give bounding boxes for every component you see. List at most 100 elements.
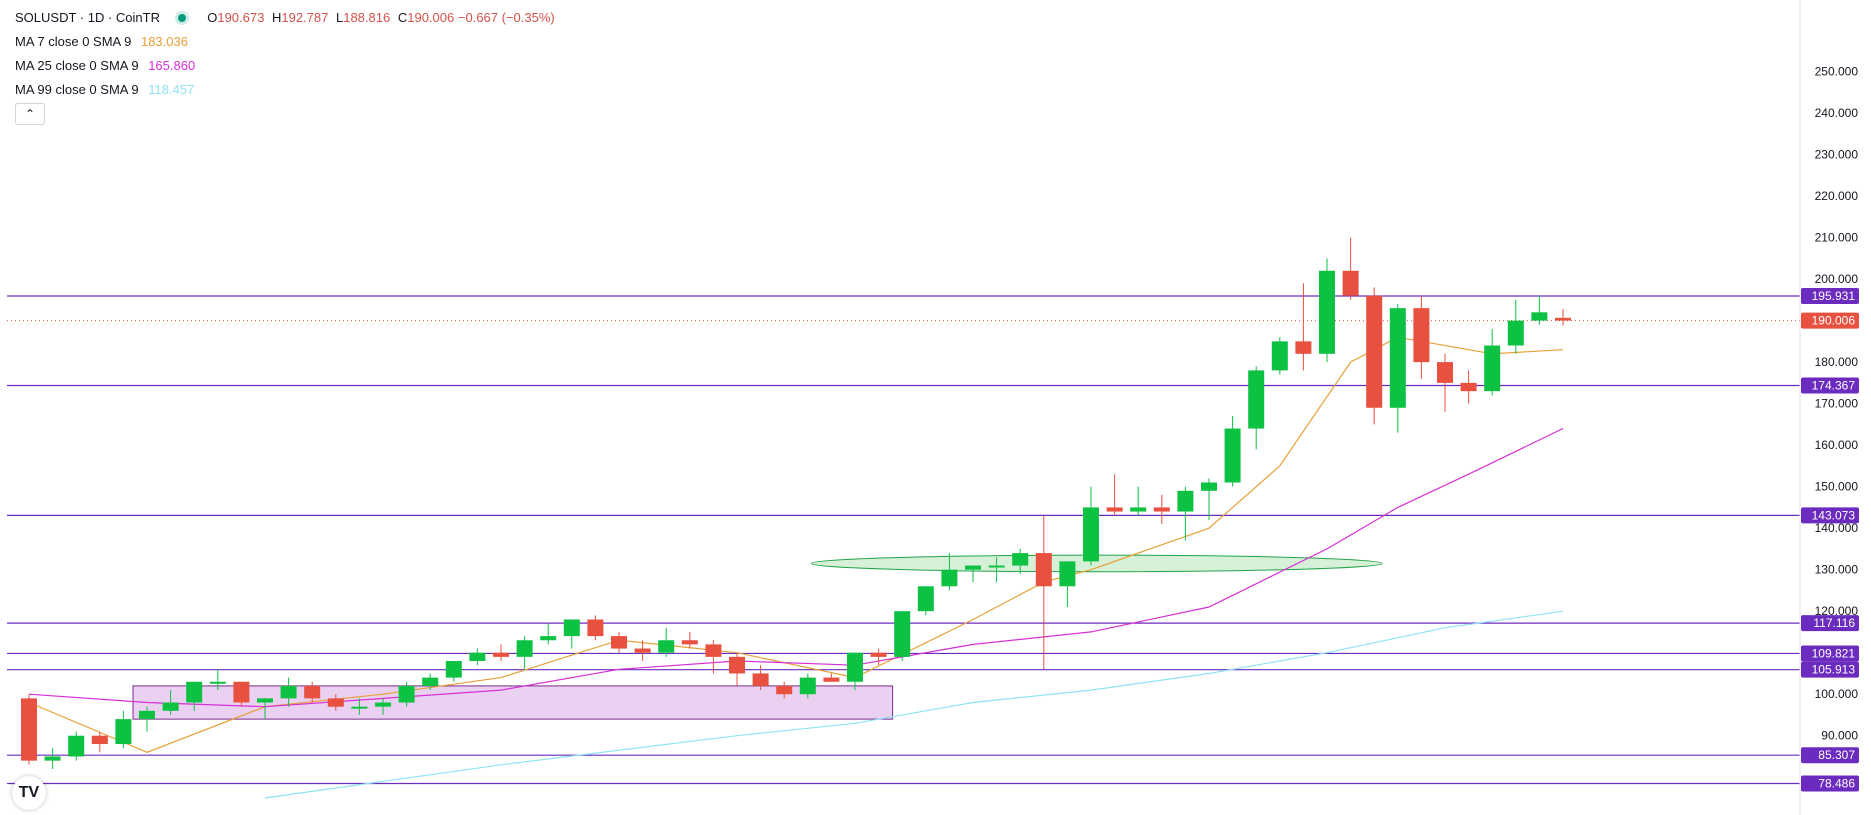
candle-body: [1106, 507, 1123, 512]
candle-body: [776, 685, 793, 695]
candle-body: [681, 640, 698, 645]
candle-body: [422, 677, 439, 686]
candle-body: [1271, 341, 1288, 371]
level-tag-label: 143.073: [1812, 508, 1856, 522]
candle-body: [1201, 482, 1217, 491]
ma7-label: MA 7 close 0 SMA 9: [15, 34, 132, 49]
y-tick-label: 120.000: [1815, 604, 1859, 618]
ma99-value: 118.457: [148, 82, 195, 97]
candle-body: [1484, 345, 1501, 392]
close-value: 190.006: [407, 10, 455, 25]
candle-body: [1059, 561, 1076, 587]
level-tag: [1801, 775, 1859, 792]
high-label: H: [271, 10, 282, 25]
low-label: L: [335, 10, 344, 25]
candle-body: [752, 673, 769, 686]
y-tick-label: 90.000: [1821, 729, 1858, 743]
candle-body: [1248, 370, 1265, 429]
symbol-row: SOLUSDT · 1D · CoinTR O190.673 H192.787 …: [15, 8, 555, 32]
level-tag-label: 109.821: [1812, 646, 1856, 660]
candle-body: [445, 661, 462, 678]
candle-body: [1342, 270, 1359, 296]
candle-body: [870, 652, 887, 657]
candle-body: [375, 702, 391, 707]
candle-body: [1319, 270, 1335, 354]
candles: [21, 237, 1571, 769]
candle-body: [280, 685, 297, 699]
indicator-row-ma99[interactable]: MA 99 close 0 SMA 9 118.457: [15, 80, 555, 104]
level-tag-label: 117.116: [1813, 616, 1855, 630]
candle-body: [398, 685, 415, 703]
level-tag: [1801, 661, 1859, 678]
candle-body: [587, 619, 604, 637]
candle-body: [988, 565, 1005, 568]
level-tag: [1801, 747, 1859, 764]
level-tag: [1801, 645, 1859, 662]
price-axis: 90.000100.000110.000120.000130.000140.00…: [1799, 0, 1871, 815]
candle-body: [1224, 428, 1241, 483]
candle-body: [257, 698, 273, 703]
market-status-icon: [177, 13, 186, 22]
collapse-legend-button[interactable]: ⌃: [15, 103, 45, 125]
candle-body: [1083, 507, 1099, 562]
candle-body: [847, 652, 863, 682]
candle-body: [209, 681, 226, 684]
tradingview-logo[interactable]: TV: [12, 776, 46, 810]
candle-body: [44, 756, 61, 761]
candle-body: [1177, 490, 1194, 512]
symbol-title[interactable]: SOLUSDT · 1D · CoinTR: [15, 10, 160, 25]
level-tag-label: 85.307: [1818, 748, 1855, 762]
candle-body: [1555, 317, 1571, 321]
candle-body: [1507, 320, 1524, 346]
y-tick-label: 150.000: [1815, 480, 1859, 494]
candle-body: [1437, 362, 1453, 383]
indicator-row-ma25[interactable]: MA 25 close 0 SMA 9 165.860: [15, 56, 555, 80]
candle-body: [1012, 553, 1029, 566]
price-axis-background: [1800, 0, 1871, 815]
candle-body: [1295, 341, 1312, 354]
level-tag-label: 174.367: [1812, 378, 1856, 392]
candle-body: [894, 611, 911, 657]
y-tick-label: 250.000: [1815, 65, 1859, 79]
y-tick-label: 160.000: [1815, 438, 1859, 452]
candle-body: [516, 640, 533, 657]
candle-body: [634, 648, 651, 653]
candle-body: [1413, 308, 1430, 363]
candle-body: [917, 586, 934, 612]
y-tick-label: 180.000: [1815, 355, 1859, 369]
candle-body: [1389, 308, 1406, 408]
ma-line-2: [264, 610, 1564, 799]
y-tick-label: 210.000: [1815, 231, 1859, 245]
low-value: 188.816: [343, 10, 391, 25]
candle-body: [91, 735, 108, 745]
ohlc-readout: O190.673 H192.787 L188.816 C190.006 −0.6…: [203, 10, 555, 25]
level-tag-label: 195.931: [1812, 289, 1856, 303]
candle-body: [493, 652, 509, 657]
candle-body: [1531, 312, 1548, 321]
level-tag: [1801, 507, 1859, 524]
change-value: −0.667 (−0.35%): [457, 10, 555, 25]
indicator-row-ma7[interactable]: MA 7 close 0 SMA 9 183.036: [15, 32, 555, 56]
candle-body: [729, 656, 745, 674]
ma99-label: MA 99 close 0 SMA 9: [15, 82, 139, 97]
chart-legend: SOLUSDT · 1D · CoinTR O190.673 H192.787 …: [15, 8, 555, 104]
candle-body: [705, 644, 722, 657]
candle-body: [162, 702, 179, 711]
candle-body: [563, 619, 580, 637]
candle-body: [1130, 507, 1147, 512]
candle-body: [351, 706, 368, 709]
y-tick-label: 230.000: [1815, 148, 1859, 162]
y-tick-label: 170.000: [1815, 397, 1859, 411]
candle-body: [1153, 507, 1170, 512]
candle-body: [469, 652, 486, 662]
y-tick-label: 100.000: [1815, 687, 1859, 701]
candle-body: [233, 681, 250, 703]
candle-body: [139, 710, 155, 720]
candle-body: [68, 735, 85, 757]
last-price-label: 190.006: [1812, 314, 1856, 328]
level-tag: [1801, 615, 1859, 632]
y-tick-label: 130.000: [1815, 563, 1859, 577]
y-tick-label: 140.000: [1815, 521, 1859, 535]
candle-body: [1460, 382, 1477, 392]
